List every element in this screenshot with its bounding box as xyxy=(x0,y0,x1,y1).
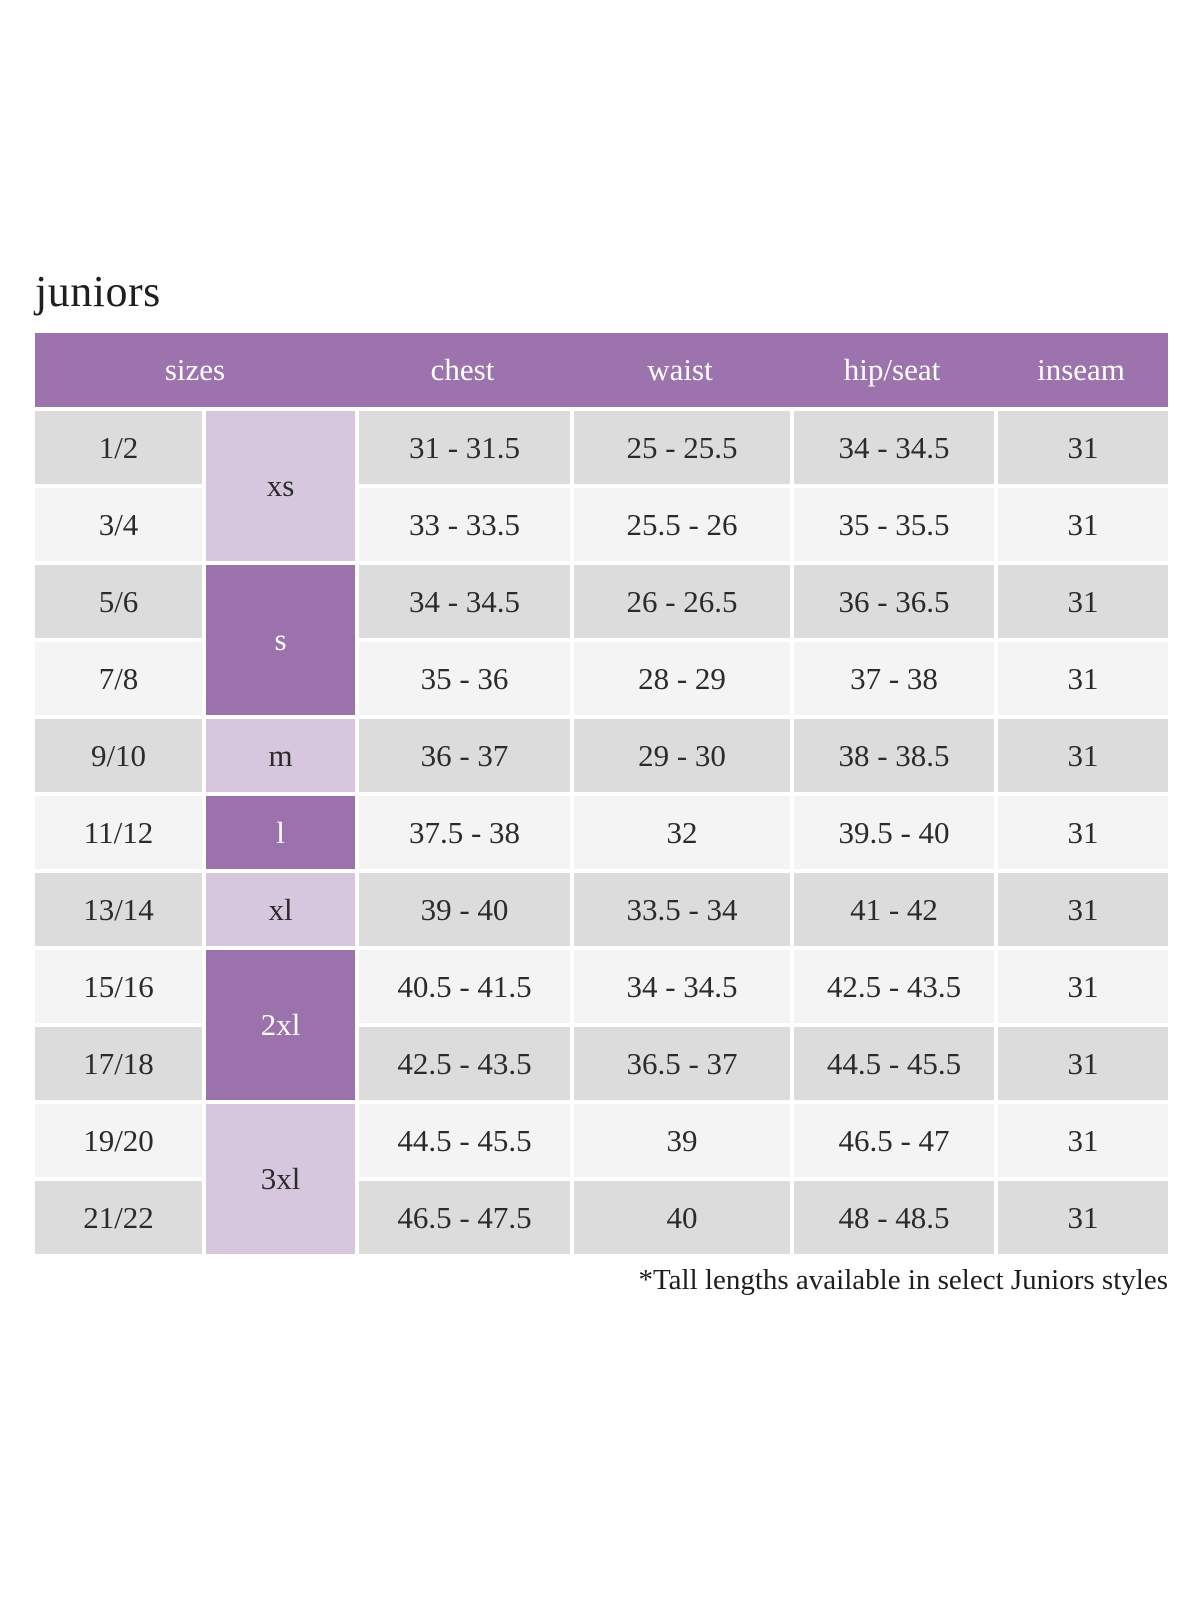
size-cell: 7/8 xyxy=(35,642,202,715)
chest-cell: 39 - 40 xyxy=(359,873,570,946)
hip-seat-cell: 37 - 38 xyxy=(794,642,994,715)
column-header-hip-seat: hip/seat xyxy=(843,352,941,387)
waist-cell: 25.5 - 26 xyxy=(574,488,790,561)
size-group-xs: xs xyxy=(206,411,355,561)
hip-seat-cell: 44.5 - 45.5 xyxy=(794,1027,994,1100)
hip-seat-cell: 46.5 - 47 xyxy=(794,1104,994,1177)
chest-cell: 42.5 - 43.5 xyxy=(359,1027,570,1100)
size-cell: 11/12 xyxy=(35,796,202,869)
inseam-cell: 31 xyxy=(998,873,1168,946)
size-group-m: m xyxy=(206,719,355,792)
inseam-cell: 31 xyxy=(998,950,1168,1023)
hip-seat-cell: 36 - 36.5 xyxy=(794,565,994,638)
waist-cell: 25 - 25.5 xyxy=(574,411,790,484)
hip-seat-cell: 48 - 48.5 xyxy=(794,1181,994,1254)
column-header-chest: chest xyxy=(430,352,495,387)
size-group-xl: xl xyxy=(206,873,355,946)
chest-cell: 34 - 34.5 xyxy=(359,565,570,638)
chest-cell: 37.5 - 38 xyxy=(359,796,570,869)
waist-cell: 29 - 30 xyxy=(574,719,790,792)
size-cell: 3/4 xyxy=(35,488,202,561)
size-chart-page: juniors sizes chest waist hip/seat insea… xyxy=(35,267,1168,1296)
table-body: 1/2 xs 31 - 31.5 25 - 25.5 34 - 34.5 31 … xyxy=(35,411,1168,1254)
column-header-waist: waist xyxy=(647,352,713,387)
chest-cell: 36 - 37 xyxy=(359,719,570,792)
hip-seat-cell: 35 - 35.5 xyxy=(794,488,994,561)
chest-cell: 40.5 - 41.5 xyxy=(359,950,570,1023)
size-cell: 1/2 xyxy=(35,411,202,484)
inseam-cell: 31 xyxy=(998,565,1168,638)
hip-seat-cell: 42.5 - 43.5 xyxy=(794,950,994,1023)
chest-cell: 44.5 - 45.5 xyxy=(359,1104,570,1177)
waist-cell: 39 xyxy=(574,1104,790,1177)
hip-seat-cell: 34 - 34.5 xyxy=(794,411,994,484)
chest-cell: 46.5 - 47.5 xyxy=(359,1181,570,1254)
waist-cell: 32 xyxy=(574,796,790,869)
size-group-2xl: 2xl xyxy=(206,950,355,1100)
size-group-s: s xyxy=(206,565,355,715)
size-group-l: l xyxy=(206,796,355,869)
chest-cell: 35 - 36 xyxy=(359,642,570,715)
waist-cell: 28 - 29 xyxy=(574,642,790,715)
size-cell: 5/6 xyxy=(35,565,202,638)
inseam-cell: 31 xyxy=(998,1181,1168,1254)
column-header-sizes: sizes xyxy=(164,352,226,387)
waist-cell: 40 xyxy=(574,1181,790,1254)
table-header-row: sizes chest waist hip/seat inseam xyxy=(35,333,1168,407)
inseam-cell: 31 xyxy=(998,1104,1168,1177)
size-cell: 17/18 xyxy=(35,1027,202,1100)
column-header-inseam: inseam xyxy=(1037,352,1125,387)
tall-lengths-footnote: *Tall lengths available in select Junior… xyxy=(638,1264,1168,1296)
hip-seat-cell: 38 - 38.5 xyxy=(794,719,994,792)
size-group-3xl: 3xl xyxy=(206,1104,355,1254)
inseam-cell: 31 xyxy=(998,1027,1168,1100)
size-cell: 13/14 xyxy=(35,873,202,946)
chest-cell: 33 - 33.5 xyxy=(359,488,570,561)
size-cell: 21/22 xyxy=(35,1181,202,1254)
inseam-cell: 31 xyxy=(998,796,1168,869)
inseam-cell: 31 xyxy=(998,411,1168,484)
page-title: juniors xyxy=(35,267,161,316)
waist-cell: 36.5 - 37 xyxy=(574,1027,790,1100)
waist-cell: 34 - 34.5 xyxy=(574,950,790,1023)
hip-seat-cell: 39.5 - 40 xyxy=(794,796,994,869)
inseam-cell: 31 xyxy=(998,488,1168,561)
chest-cell: 31 - 31.5 xyxy=(359,411,570,484)
inseam-cell: 31 xyxy=(998,642,1168,715)
inseam-cell: 31 xyxy=(998,719,1168,792)
size-cell: 19/20 xyxy=(35,1104,202,1177)
size-cell: 15/16 xyxy=(35,950,202,1023)
size-cell: 9/10 xyxy=(35,719,202,792)
juniors-size-table: sizes chest waist hip/seat inseam 1/2 xs… xyxy=(35,333,1168,1254)
waist-cell: 33.5 - 34 xyxy=(574,873,790,946)
waist-cell: 26 - 26.5 xyxy=(574,565,790,638)
hip-seat-cell: 41 - 42 xyxy=(794,873,994,946)
